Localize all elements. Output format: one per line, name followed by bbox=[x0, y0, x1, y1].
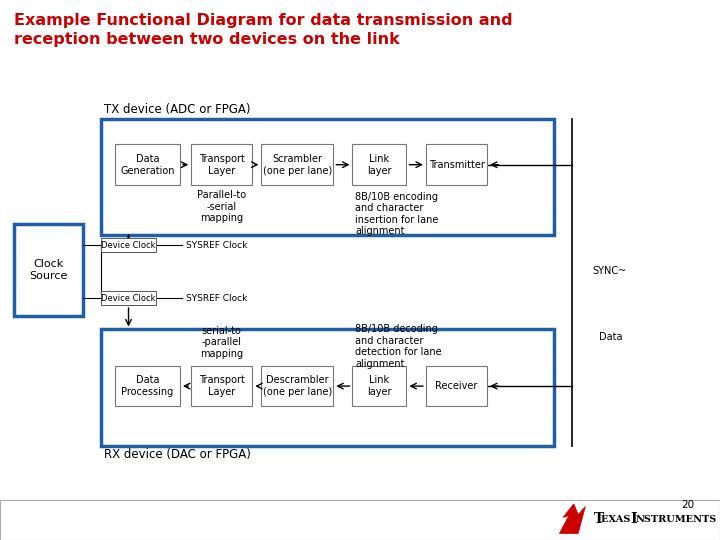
Text: Device Clock: Device Clock bbox=[102, 294, 156, 302]
Text: Device Clock: Device Clock bbox=[102, 241, 156, 249]
Bar bbox=[0, 500, 720, 540]
Text: 20: 20 bbox=[682, 500, 695, 510]
Text: Data
Processing: Data Processing bbox=[122, 375, 174, 397]
Text: Descrambler
(one per lane): Descrambler (one per lane) bbox=[263, 375, 332, 397]
Bar bbox=[101, 238, 156, 252]
Text: NSTRUMENTS: NSTRUMENTS bbox=[636, 515, 717, 524]
Bar bbox=[261, 144, 333, 185]
Text: SYNC~: SYNC~ bbox=[593, 266, 627, 276]
Bar bbox=[426, 144, 487, 185]
Text: Receiver: Receiver bbox=[436, 381, 477, 391]
Text: Link
layer: Link layer bbox=[367, 375, 392, 397]
Text: T: T bbox=[594, 512, 604, 526]
Text: RX device (DAC or FPGA): RX device (DAC or FPGA) bbox=[104, 448, 251, 461]
Text: Transport
Layer: Transport Layer bbox=[199, 375, 245, 397]
Text: Transport
Layer: Transport Layer bbox=[199, 154, 245, 176]
Bar bbox=[101, 329, 554, 445]
Text: 8B/10B encoding
and character
insertion for lane
alignment: 8B/10B encoding and character insertion … bbox=[355, 192, 438, 237]
Text: Clock
Source: Clock Source bbox=[30, 259, 68, 281]
Text: SYSREF Clock: SYSREF Clock bbox=[186, 294, 247, 302]
Text: Data: Data bbox=[599, 333, 623, 342]
Bar bbox=[115, 366, 180, 407]
Text: EXAS: EXAS bbox=[601, 515, 634, 524]
Bar bbox=[115, 144, 180, 185]
Bar bbox=[353, 144, 407, 185]
Text: Example Functional Diagram for data transmission and
reception between two devic: Example Functional Diagram for data tran… bbox=[14, 14, 513, 47]
Text: I: I bbox=[630, 512, 636, 526]
Bar bbox=[192, 144, 253, 185]
Bar bbox=[101, 119, 554, 235]
Text: SYSREF Clock: SYSREF Clock bbox=[186, 241, 247, 249]
Bar bbox=[101, 291, 156, 305]
Bar bbox=[353, 366, 407, 407]
Text: 8B/10B decoding
and character
detection for lane
alignment: 8B/10B decoding and character detection … bbox=[355, 324, 441, 369]
Text: TX device (ADC or FPGA): TX device (ADC or FPGA) bbox=[104, 103, 251, 116]
PathPatch shape bbox=[559, 504, 585, 534]
Text: Data
Generation: Data Generation bbox=[120, 154, 175, 176]
Bar bbox=[426, 366, 487, 407]
Text: Scrambler
(one per lane): Scrambler (one per lane) bbox=[263, 154, 332, 176]
Bar bbox=[261, 366, 333, 407]
Text: serial-to
-parallel
mapping: serial-to -parallel mapping bbox=[200, 326, 243, 359]
Text: Transmitter: Transmitter bbox=[428, 160, 485, 170]
Bar bbox=[14, 224, 83, 316]
Text: Parallel-to
-serial
mapping: Parallel-to -serial mapping bbox=[197, 190, 246, 223]
Text: Link
layer: Link layer bbox=[367, 154, 392, 176]
Bar bbox=[192, 366, 253, 407]
